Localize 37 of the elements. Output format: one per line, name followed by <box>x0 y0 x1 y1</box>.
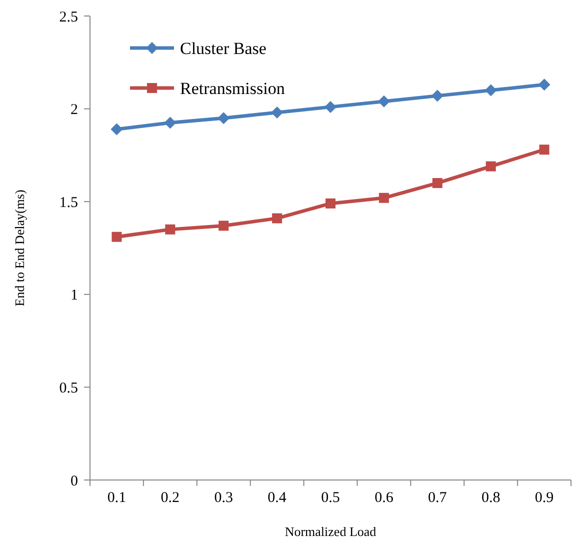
y-tick-label: 1.5 <box>59 194 78 211</box>
point <box>218 112 230 124</box>
point <box>326 198 336 208</box>
y-axis-title: End to End Delay(ms) <box>12 190 27 306</box>
x-tick-label: 0.7 <box>428 490 448 506</box>
point <box>431 90 444 102</box>
point <box>324 100 336 113</box>
y-tick-label: 1 <box>70 288 78 304</box>
legend-label: Cluster Base <box>180 38 266 58</box>
x-tick-label: 0.4 <box>268 490 287 506</box>
point <box>539 144 550 155</box>
point <box>271 106 284 119</box>
point <box>165 224 176 234</box>
point <box>432 178 442 188</box>
y-tick-label: 2 <box>70 102 78 118</box>
y-tick-label: 0 <box>70 473 78 490</box>
point <box>110 123 123 136</box>
x-tick-label: 0.2 <box>160 490 180 506</box>
x-tick-label: 0.1 <box>107 490 126 506</box>
point <box>112 232 122 242</box>
x-tick-label: 0.5 <box>321 490 340 506</box>
y-tick-label: 2.5 <box>59 9 78 26</box>
x-axis-title: Normalized Load <box>284 524 377 539</box>
x-tick-label: 0.3 <box>214 490 233 506</box>
y-tick-label: 0.5 <box>59 380 78 396</box>
point <box>272 213 282 224</box>
x-tick-label: 0.6 <box>374 490 394 506</box>
point <box>486 161 496 172</box>
point <box>378 192 389 203</box>
point <box>164 116 176 129</box>
point <box>218 220 229 231</box>
point <box>378 95 390 108</box>
point <box>538 78 550 91</box>
point <box>484 84 497 96</box>
x-tick-label: 0.9 <box>534 490 554 506</box>
x-tick-label: 0.8 <box>481 490 500 506</box>
legend-label: Retransmission <box>180 78 286 98</box>
